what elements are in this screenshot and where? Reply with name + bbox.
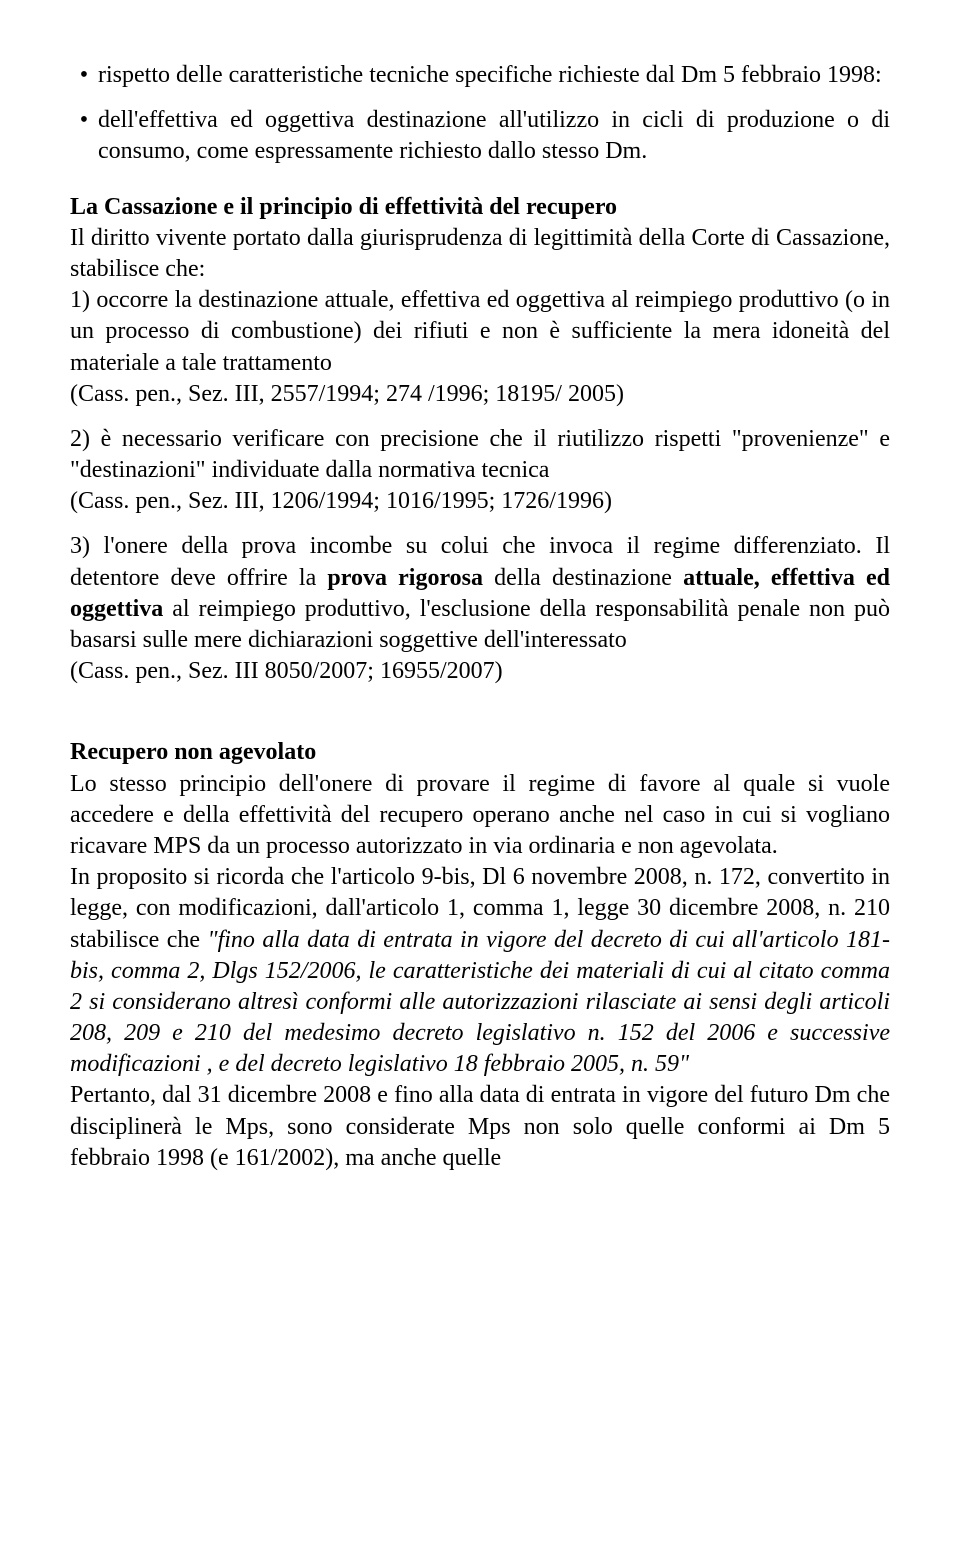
point-1-text: 1) occorre la destinazione attuale, effe… bbox=[70, 285, 890, 379]
section-cassazione: La Cassazione e il principio di effettiv… bbox=[70, 192, 890, 688]
paragraph-1: Lo stesso principio dell'onere di provar… bbox=[70, 769, 890, 863]
bullet-mark: • bbox=[70, 105, 98, 167]
point-3-text: 3) l'onere della prova incombe su colui … bbox=[70, 531, 890, 656]
point-3-cite: (Cass. pen., Sez. III 8050/2007; 16955/2… bbox=[70, 656, 890, 687]
section-intro: Il diritto vivente portato dalla giurisp… bbox=[70, 223, 890, 285]
section-recupero: Recupero non agevolato Lo stesso princip… bbox=[70, 737, 890, 1174]
bullet-text: rispetto delle caratteristiche tecniche … bbox=[98, 60, 890, 91]
section-heading: Recupero non agevolato bbox=[70, 737, 890, 768]
text-span: della destinazione bbox=[483, 565, 683, 591]
bullet-mark: • bbox=[70, 60, 98, 91]
section-heading: La Cassazione e il principio di effettiv… bbox=[70, 192, 890, 223]
point-2-cite: (Cass. pen., Sez. III, 1206/1994; 1016/1… bbox=[70, 486, 890, 517]
paragraph-2: In proposito si ricorda che l'articolo 9… bbox=[70, 862, 890, 1080]
bullet-item-1: • rispetto delle caratteristiche tecnich… bbox=[70, 60, 890, 91]
paragraph-3: Pertanto, dal 31 dicembre 2008 e fino al… bbox=[70, 1080, 890, 1174]
bullet-item-2: • dell'effettiva ed oggettiva destinazio… bbox=[70, 105, 890, 167]
point-2-text: 2) è necessario verificare con precision… bbox=[70, 424, 890, 486]
bullet-text: dell'effettiva ed oggettiva destinazione… bbox=[98, 105, 890, 167]
text-span: al reimpiego produttivo, l'esclusione de… bbox=[70, 596, 890, 653]
heading-text: La Cassazione e il principio di effettiv… bbox=[70, 194, 617, 220]
text-bold: prova rigorosa bbox=[327, 565, 483, 591]
point-1-cite: (Cass. pen., Sez. III, 2557/1994; 274 /1… bbox=[70, 379, 890, 410]
heading-text: Recupero non agevolato bbox=[70, 739, 316, 765]
